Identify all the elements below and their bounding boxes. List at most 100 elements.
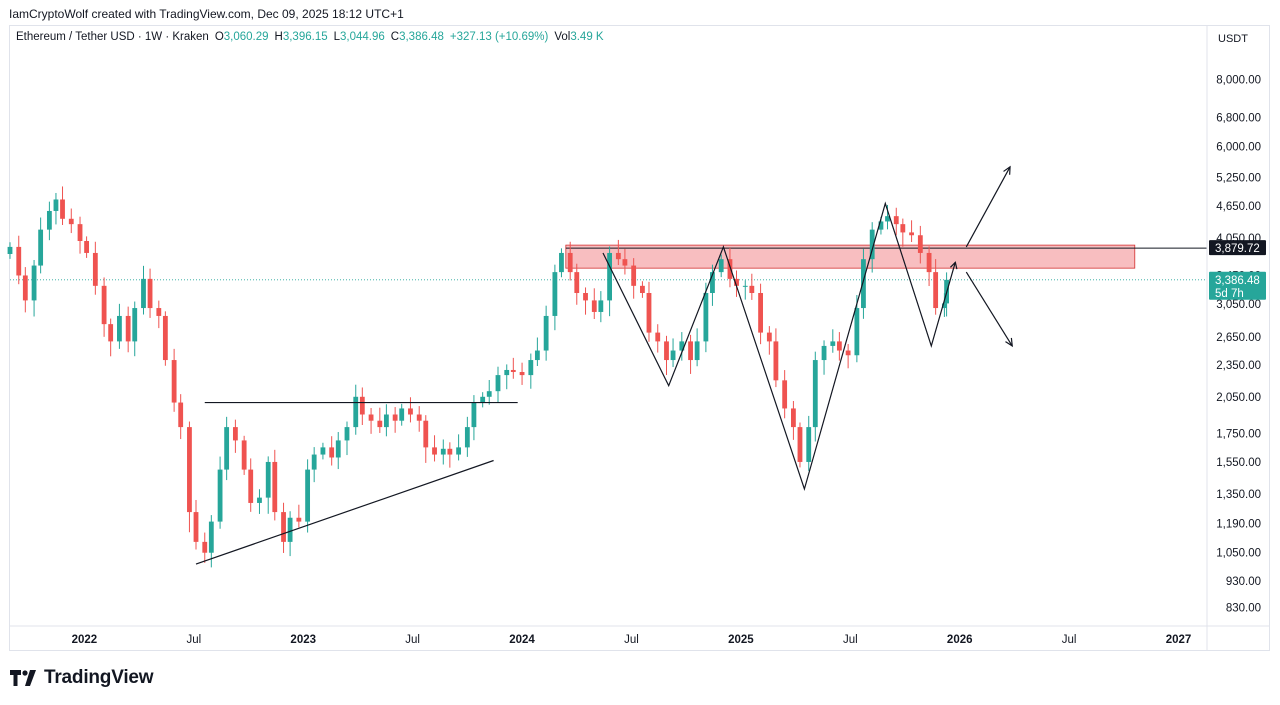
chart-credit: IamCryptoWolf created with TradingView.c… — [9, 7, 404, 21]
candle-body — [248, 469, 254, 503]
candle-body — [16, 246, 22, 276]
candle-body — [141, 278, 146, 309]
candle-body — [917, 235, 923, 253]
y-tick-label: 1,350.00 — [1216, 489, 1261, 501]
candle-body — [187, 427, 192, 513]
low-value: 3,044.96 — [340, 31, 385, 43]
candle-body — [679, 341, 685, 351]
candle-body — [344, 427, 350, 441]
candle-body — [22, 275, 28, 301]
candle-body — [791, 408, 796, 428]
candle-body — [193, 512, 199, 542]
candle-body — [718, 259, 724, 273]
candle-body — [830, 341, 836, 346]
candle-body — [108, 324, 114, 342]
candle-body — [878, 221, 884, 230]
y-tick-label: 4,650.00 — [1216, 201, 1261, 213]
candle-body — [480, 396, 486, 403]
candle-body — [622, 259, 628, 266]
candle-body — [749, 285, 755, 294]
symbol-name[interactable]: Ethereum / Tether USD · 1W · Kraken — [16, 31, 209, 43]
candle-body — [31, 265, 37, 301]
candle-body — [806, 427, 812, 462]
candle-body — [147, 278, 153, 309]
chart-frame — [9, 25, 1270, 651]
candle-body — [559, 252, 564, 273]
candle-body — [519, 372, 525, 376]
candle-body — [528, 360, 534, 376]
candle-body — [646, 293, 652, 333]
projection-down-arrow-head — [1005, 337, 1013, 348]
tradingview-logo[interactable]: TradingView — [10, 667, 154, 689]
candle-body — [92, 252, 98, 286]
y-tick-label: 6,000.00 — [1216, 141, 1261, 153]
candle-body — [926, 252, 932, 273]
zigzag-path — [602, 201, 956, 492]
candle-body — [68, 218, 74, 225]
candle-body — [869, 229, 875, 260]
annotations — [195, 165, 1013, 565]
y-tick-label: 2,650.00 — [1216, 332, 1261, 344]
candle-body — [631, 265, 637, 286]
candle-body — [156, 308, 162, 316]
candle-body — [552, 272, 558, 316]
candle-body — [782, 380, 788, 409]
candle-body — [933, 272, 939, 309]
y-tick-label: 2,350.00 — [1216, 360, 1261, 372]
candle-body — [392, 414, 398, 421]
x-tick-label: Jul — [405, 634, 420, 646]
y-tick-label: 3,050.00 — [1216, 299, 1261, 311]
candle-body — [727, 259, 733, 279]
change-value: +327.13 (+10.69%) — [449, 31, 549, 43]
close-value: 3,386.48 — [399, 31, 444, 43]
x-tick-label: 2023 — [290, 634, 316, 646]
candle-body — [773, 341, 779, 381]
candle-body — [202, 541, 208, 553]
price-axis: 8,000.00 6,800.00 6,000.00 5,250.00 4,650.00… — [1206, 25, 1261, 651]
open-value: 3,060.29 — [223, 31, 269, 43]
candle-body — [408, 408, 413, 415]
candle-body — [447, 448, 453, 455]
ascending-trendline — [195, 459, 494, 565]
resistance-price-badge-bg — [1209, 240, 1266, 256]
candle-body — [574, 272, 580, 294]
resistance-price-badge-text: 3,879.72 — [1215, 243, 1260, 255]
candle-body — [132, 308, 138, 342]
candle-body — [353, 396, 359, 428]
candle-body — [162, 315, 168, 361]
x-tick-label: 2026 — [947, 634, 973, 646]
y-tick-label: 5,250.00 — [1216, 173, 1261, 185]
candle-body — [224, 427, 230, 470]
candle-body — [543, 315, 549, 351]
vol-value: 3.49 K — [570, 31, 604, 43]
candle-body — [464, 427, 470, 448]
y-tick-label: 8,000.00 — [1216, 74, 1261, 86]
candle-body — [495, 375, 501, 392]
candle-body — [812, 360, 818, 428]
x-tick-label: 2027 — [1166, 634, 1192, 646]
candle-body — [377, 420, 383, 428]
candle-body — [703, 293, 709, 342]
candle-body — [688, 341, 693, 361]
candle-body — [854, 308, 860, 356]
candle-body — [486, 391, 492, 397]
candle-body — [504, 369, 510, 376]
low-label: L — [333, 31, 341, 43]
last-price-badge-text: 5d 7h — [1215, 288, 1244, 300]
candle-body — [766, 332, 772, 342]
y-tick-label: 1,190.00 — [1216, 519, 1261, 531]
x-tick-label: 2022 — [72, 634, 98, 646]
projection-up-arrow — [965, 166, 1011, 248]
close-label: C — [390, 31, 400, 43]
candle-body — [534, 350, 540, 361]
candle-body — [510, 369, 516, 373]
candle-body — [598, 300, 604, 312]
candle-body — [171, 360, 177, 403]
x-tick-label: Jul — [1062, 634, 1077, 646]
projection-up-arrow-head — [1003, 165, 1011, 175]
y-tick-label: 930.00 — [1226, 576, 1261, 588]
currency-label[interactable]: USDT — [1218, 33, 1248, 45]
candle-body — [296, 517, 302, 522]
candle-body — [272, 461, 278, 513]
